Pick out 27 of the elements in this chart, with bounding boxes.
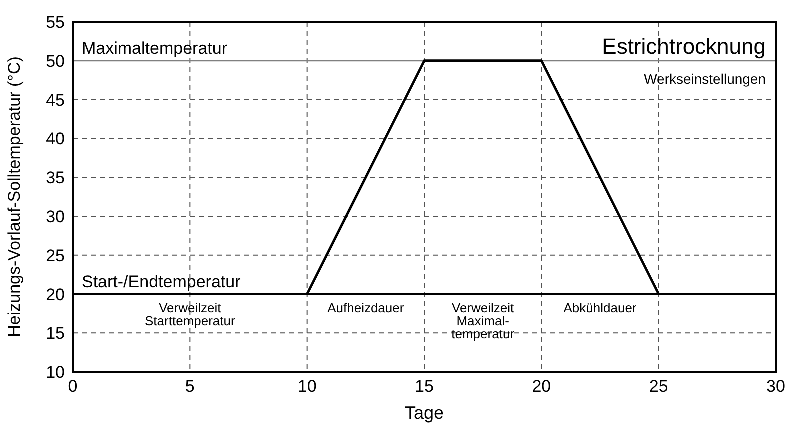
x-axis-title: Tage xyxy=(404,403,444,423)
y-tick-label: 25 xyxy=(46,246,65,266)
x-tick-label: 30 xyxy=(766,377,786,396)
x-tick-label: 25 xyxy=(649,377,668,396)
x-tick-label: 5 xyxy=(185,377,195,396)
y-tick-label: 50 xyxy=(46,52,65,71)
x-tick-label: 0 xyxy=(68,377,78,396)
y-axis-title: Heizungs-Vorlauf-Solltemperatur (°C) xyxy=(5,56,24,338)
y-tick-label: 30 xyxy=(46,207,65,226)
x-tick-label: 10 xyxy=(298,377,317,396)
x-tick-label: 20 xyxy=(532,377,552,396)
annotation: Verweilzeit Starttemperatur xyxy=(145,300,236,328)
text: Estrichtrocknung xyxy=(602,34,766,59)
text: Werkseinstellungen xyxy=(644,71,766,87)
y-tick-label: 40 xyxy=(46,130,65,149)
y-tick-label: 35 xyxy=(46,168,65,188)
y-tick-label: 55 xyxy=(46,13,65,32)
y-tick-label: 45 xyxy=(46,90,65,110)
ref-line-label: Maximaltemperatur xyxy=(82,38,228,58)
annotation: Verweilzeit Maximal- temperatur xyxy=(452,300,516,342)
y-tick-label: 20 xyxy=(46,285,65,304)
y-tick-label: 15 xyxy=(46,324,65,344)
annotation: Aufheizdauer xyxy=(328,300,405,316)
annotation: Abkühldauer xyxy=(564,300,638,316)
y-tick-label: 10 xyxy=(46,363,65,382)
ref-line-label: Start-/Endtemperatur xyxy=(82,272,242,292)
x-tick-label: 15 xyxy=(415,377,434,396)
